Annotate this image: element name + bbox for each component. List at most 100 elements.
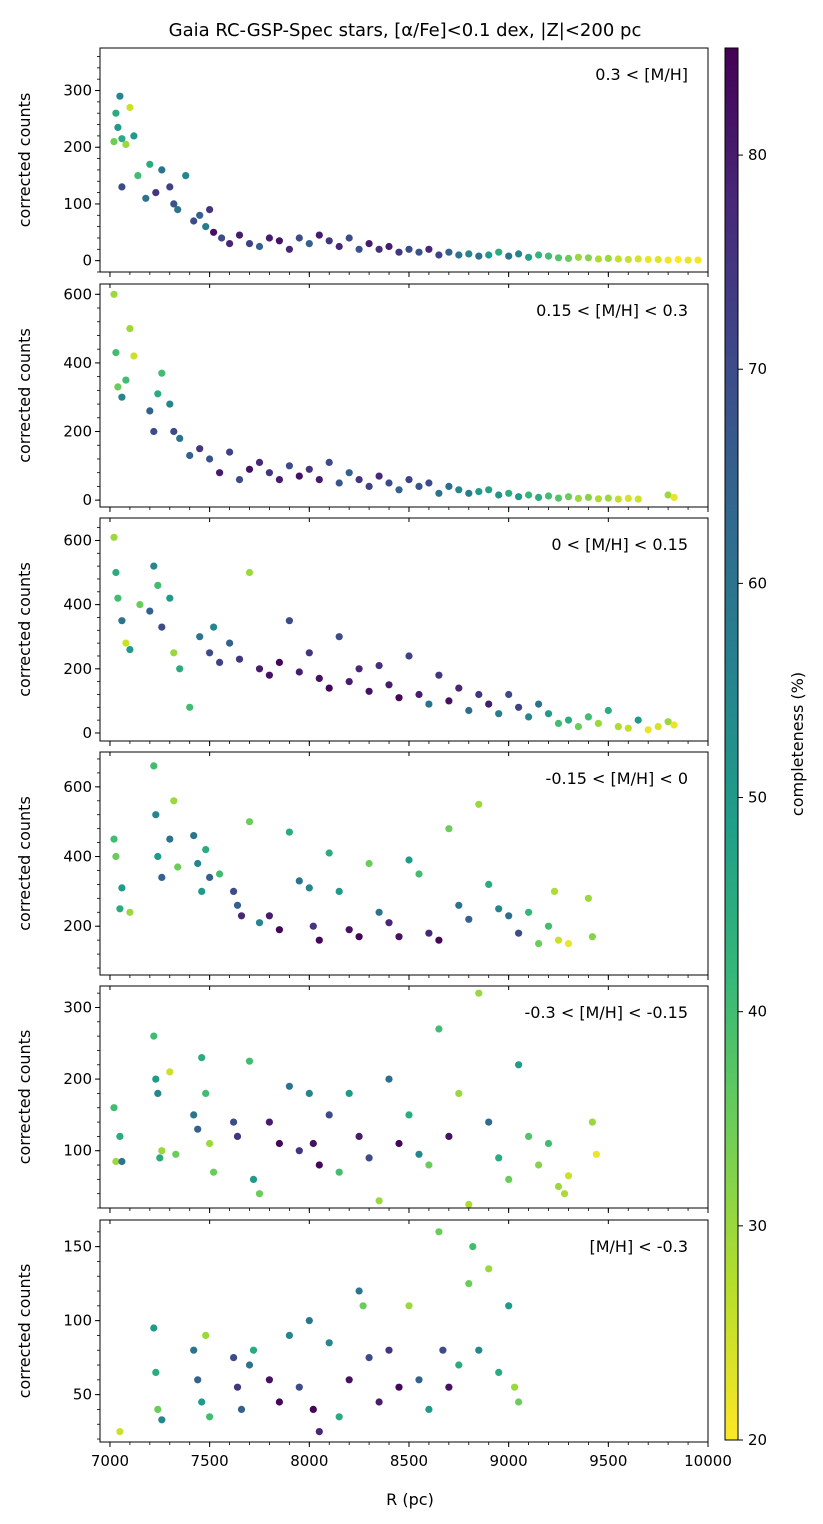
data-point: [198, 1054, 206, 1062]
data-point: [664, 256, 672, 264]
data-point: [206, 873, 214, 882]
data-point: [554, 494, 563, 502]
x-tick-label: 9000: [490, 1452, 528, 1470]
data-point: [170, 200, 178, 208]
data-point: [325, 458, 333, 466]
data-point: [118, 884, 126, 892]
panel-6: 50 100 150 corrected counts [M/H] < -0.3: [15, 1219, 709, 1447]
panel-label: -0.3 < [M/H] < -0.15: [525, 1003, 688, 1022]
data-point: [146, 407, 154, 415]
data-point: [166, 1068, 174, 1076]
data-point: [614, 255, 622, 263]
data-point: [255, 242, 264, 251]
data-point: [335, 242, 343, 251]
data-point: [654, 255, 662, 264]
data-point: [194, 1125, 202, 1133]
y-tick-label: 600: [63, 285, 92, 303]
data-point: [624, 724, 632, 732]
data-point: [345, 234, 353, 242]
data-point: [345, 469, 353, 477]
data-point: [525, 908, 533, 916]
panel-label: 0.15 < [M/H] < 0.3: [536, 301, 688, 320]
colorbar-gradient: [724, 47, 739, 1441]
data-point: [152, 811, 160, 819]
data-point: [150, 1032, 158, 1040]
data-point: [136, 601, 144, 609]
data-point: [405, 1302, 413, 1310]
data-point: [425, 929, 433, 937]
data-point: [158, 873, 166, 882]
data-point: [345, 678, 353, 686]
data-point: [425, 700, 433, 708]
data-point: [315, 476, 323, 484]
data-point: [218, 234, 226, 242]
y-tick-label: 150: [63, 1238, 92, 1256]
data-point: [614, 495, 622, 503]
data-point: [594, 255, 603, 263]
data-point: [505, 912, 513, 920]
data-point: [425, 245, 433, 253]
data-point: [415, 1376, 423, 1384]
data-point: [644, 255, 652, 264]
data-point: [182, 172, 190, 180]
data-point: [664, 491, 672, 499]
data-point: [112, 568, 120, 577]
data-point: [172, 1150, 180, 1158]
data-point: [315, 674, 323, 683]
data-point: [150, 1324, 158, 1332]
data-point: [226, 448, 234, 456]
data-point: [535, 700, 543, 708]
data-point: [194, 1376, 202, 1384]
panel-5: 100 200 300 corrected counts -0.3 < [M/H] < …: [15, 985, 709, 1213]
data-point: [335, 633, 343, 641]
data-point: [265, 1118, 273, 1126]
data-point: [485, 700, 493, 708]
y-tick-label: 100: [63, 1312, 92, 1330]
data-point: [505, 1175, 513, 1183]
data-point: [285, 1082, 293, 1090]
data-point: [515, 929, 523, 937]
data-point: [198, 1398, 206, 1406]
data-point: [670, 721, 678, 729]
data-point: [110, 1104, 118, 1112]
data-point: [405, 856, 413, 864]
data-point: [122, 639, 130, 647]
data-point: [684, 256, 692, 264]
panel-label: [M/H] < -0.3: [589, 1237, 688, 1256]
data-point: [255, 919, 264, 927]
data-point: [245, 1057, 254, 1065]
data-point: [275, 476, 283, 484]
data-point: [158, 1416, 166, 1424]
data-point: [295, 877, 303, 885]
data-point: [375, 245, 383, 253]
data-point: [230, 1354, 238, 1362]
data-point: [604, 494, 612, 502]
data-point: [309, 1405, 317, 1413]
data-point: [196, 633, 204, 641]
data-point: [505, 489, 513, 497]
data-point: [210, 623, 218, 631]
data-point: [525, 253, 533, 261]
data-point: [315, 1161, 323, 1169]
data-point: [186, 703, 194, 711]
panel-3: 0 200 400 600 corrected counts 0 < [M/H] < 0.…: [15, 517, 709, 746]
data-point: [475, 989, 483, 997]
data-point: [110, 138, 118, 146]
data-point: [515, 493, 523, 501]
chart-title: Gaia RC-GSP-Spec stars, [α/Fe]<0.1 dex, …: [169, 20, 642, 41]
data-point: [166, 183, 174, 191]
data-point: [285, 617, 293, 625]
x-tick-label: 7000: [91, 1452, 129, 1470]
data-point: [475, 690, 483, 699]
data-point: [122, 376, 130, 384]
data-point: [455, 901, 463, 909]
data-point: [475, 1346, 483, 1354]
data-point: [305, 649, 313, 657]
data-point: [176, 434, 184, 442]
data-point: [196, 211, 204, 219]
data-point: [445, 697, 453, 705]
data-point: [176, 665, 184, 673]
data-point: [515, 703, 523, 711]
colorbar-tick-label: 20: [748, 1431, 767, 1449]
